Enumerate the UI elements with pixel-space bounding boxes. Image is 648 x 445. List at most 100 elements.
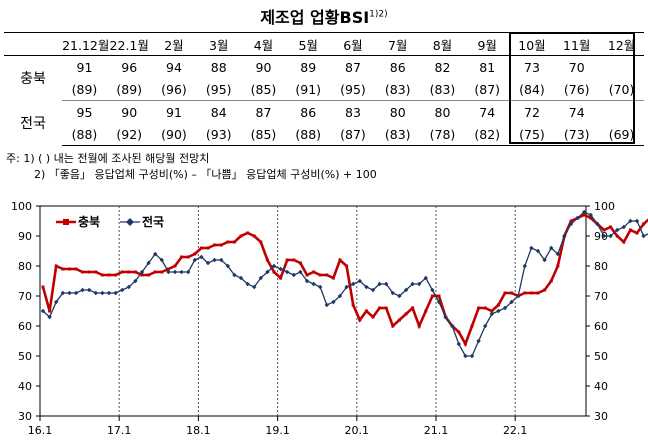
series-line — [42, 211, 648, 357]
x-tick-label: 17.1 — [107, 424, 132, 437]
bsi-prospect-cell: (75) — [509, 123, 555, 146]
data-point — [490, 309, 494, 313]
data-point — [298, 261, 302, 265]
data-point — [364, 309, 368, 313]
bsi-value-cell: 96 — [121, 59, 138, 75]
data-point — [555, 251, 560, 257]
bsi-value-cell: 74 — [479, 104, 496, 120]
data-point — [615, 234, 619, 238]
data-point — [615, 227, 620, 233]
column-header: 4월 — [241, 32, 286, 56]
data-point — [133, 278, 138, 284]
data-point — [206, 246, 210, 250]
data-point — [602, 228, 606, 232]
y-tick-label-left: 70 — [18, 290, 32, 303]
data-point — [642, 222, 646, 226]
bsi-value-cell: 86 — [389, 59, 406, 75]
bsi-value-cell: 81 — [479, 59, 496, 75]
data-point — [384, 306, 388, 310]
row-label: 충북 — [20, 71, 46, 88]
data-point — [536, 291, 540, 295]
bsi-line-chart: 30 30 40 40 50 50 60 60 70 70 80 80 90 90 100 100 16.1 17… — [11, 200, 648, 437]
bsi-value-cell: 91 — [166, 104, 182, 120]
data-point — [377, 281, 382, 287]
y-tick-label-right: 70 — [594, 290, 608, 303]
bsi-table: 21.12월 22.1월 2월 3월 4월 5월 6월 7월 8월 9월 10월 11월 12월 충북 91… — [4, 32, 644, 146]
bsi-value-cell: 73 — [524, 59, 540, 75]
data-point — [384, 281, 389, 287]
bsi-prospect-cell: (95) — [196, 78, 242, 101]
data-point — [351, 281, 356, 287]
data-point — [278, 266, 283, 272]
data-point — [529, 245, 534, 251]
column-header: 5월 — [285, 32, 331, 56]
column-header: 11월 — [554, 32, 600, 56]
table-row-value: 전국 95 90 91 84 87 86 83 80 80 74 72 74 — [4, 101, 644, 133]
data-point — [226, 240, 230, 244]
bsi-value-cell — [599, 56, 644, 79]
bsi-prospect-cell: (84) — [509, 78, 555, 101]
data-point — [463, 353, 468, 359]
bsi-value-cell: 70 — [568, 59, 585, 75]
data-point — [272, 270, 276, 274]
data-point — [483, 306, 487, 310]
data-point — [48, 309, 52, 313]
data-point — [502, 305, 508, 311]
series-충북 — [41, 213, 648, 348]
bsi-prospect-cell: (88) — [285, 123, 331, 146]
data-point — [417, 281, 422, 287]
data-point — [601, 233, 607, 239]
data-point — [635, 231, 639, 235]
data-point — [279, 276, 283, 280]
data-point — [87, 270, 91, 274]
data-point — [94, 270, 98, 274]
data-point — [477, 306, 481, 310]
data-point — [232, 272, 237, 278]
data-point — [54, 299, 59, 305]
data-point — [641, 233, 646, 239]
data-point — [100, 290, 105, 296]
bsi-value-cell: 89 — [300, 59, 317, 75]
legend-label: 충북 — [78, 214, 100, 229]
data-point — [298, 269, 303, 275]
data-point — [291, 272, 296, 278]
y-tick-label-right: 100 — [594, 200, 615, 213]
data-point — [166, 269, 171, 275]
data-point — [357, 278, 362, 284]
y-tick-label-right: 90 — [594, 230, 608, 243]
data-point — [258, 275, 263, 281]
data-point — [549, 245, 554, 251]
data-point — [160, 270, 164, 274]
bsi-prospect-cell: (91) — [285, 78, 331, 101]
data-point — [582, 209, 587, 215]
data-point — [87, 287, 92, 293]
legend: 충북 전국 — [56, 214, 164, 229]
data-point — [74, 267, 78, 271]
column-header: 10월 — [509, 32, 555, 56]
bsi-prospect-cell: (78) — [420, 123, 465, 146]
data-point — [436, 299, 442, 305]
data-point — [542, 257, 547, 263]
data-point — [568, 221, 574, 227]
data-point — [457, 330, 461, 334]
data-point — [146, 260, 151, 266]
data-point — [378, 306, 382, 310]
bsi-value-cell: 87 — [345, 59, 361, 75]
bsi-value-cell — [599, 101, 644, 124]
data-point — [153, 270, 157, 274]
data-point — [114, 273, 118, 277]
data-point — [205, 260, 211, 266]
data-point — [318, 284, 323, 290]
data-point — [159, 257, 164, 263]
data-point — [93, 290, 98, 296]
title-footnote-marker: 1)2) — [369, 9, 388, 20]
bsi-prospect-cell: (92) — [106, 123, 152, 146]
data-point — [503, 291, 507, 295]
row-label: 전국 — [20, 116, 46, 132]
data-point — [60, 290, 65, 296]
data-point — [483, 323, 488, 329]
data-point — [54, 264, 58, 268]
legend-label: 전국 — [142, 214, 164, 229]
data-point — [364, 284, 369, 290]
data-point — [337, 293, 343, 299]
